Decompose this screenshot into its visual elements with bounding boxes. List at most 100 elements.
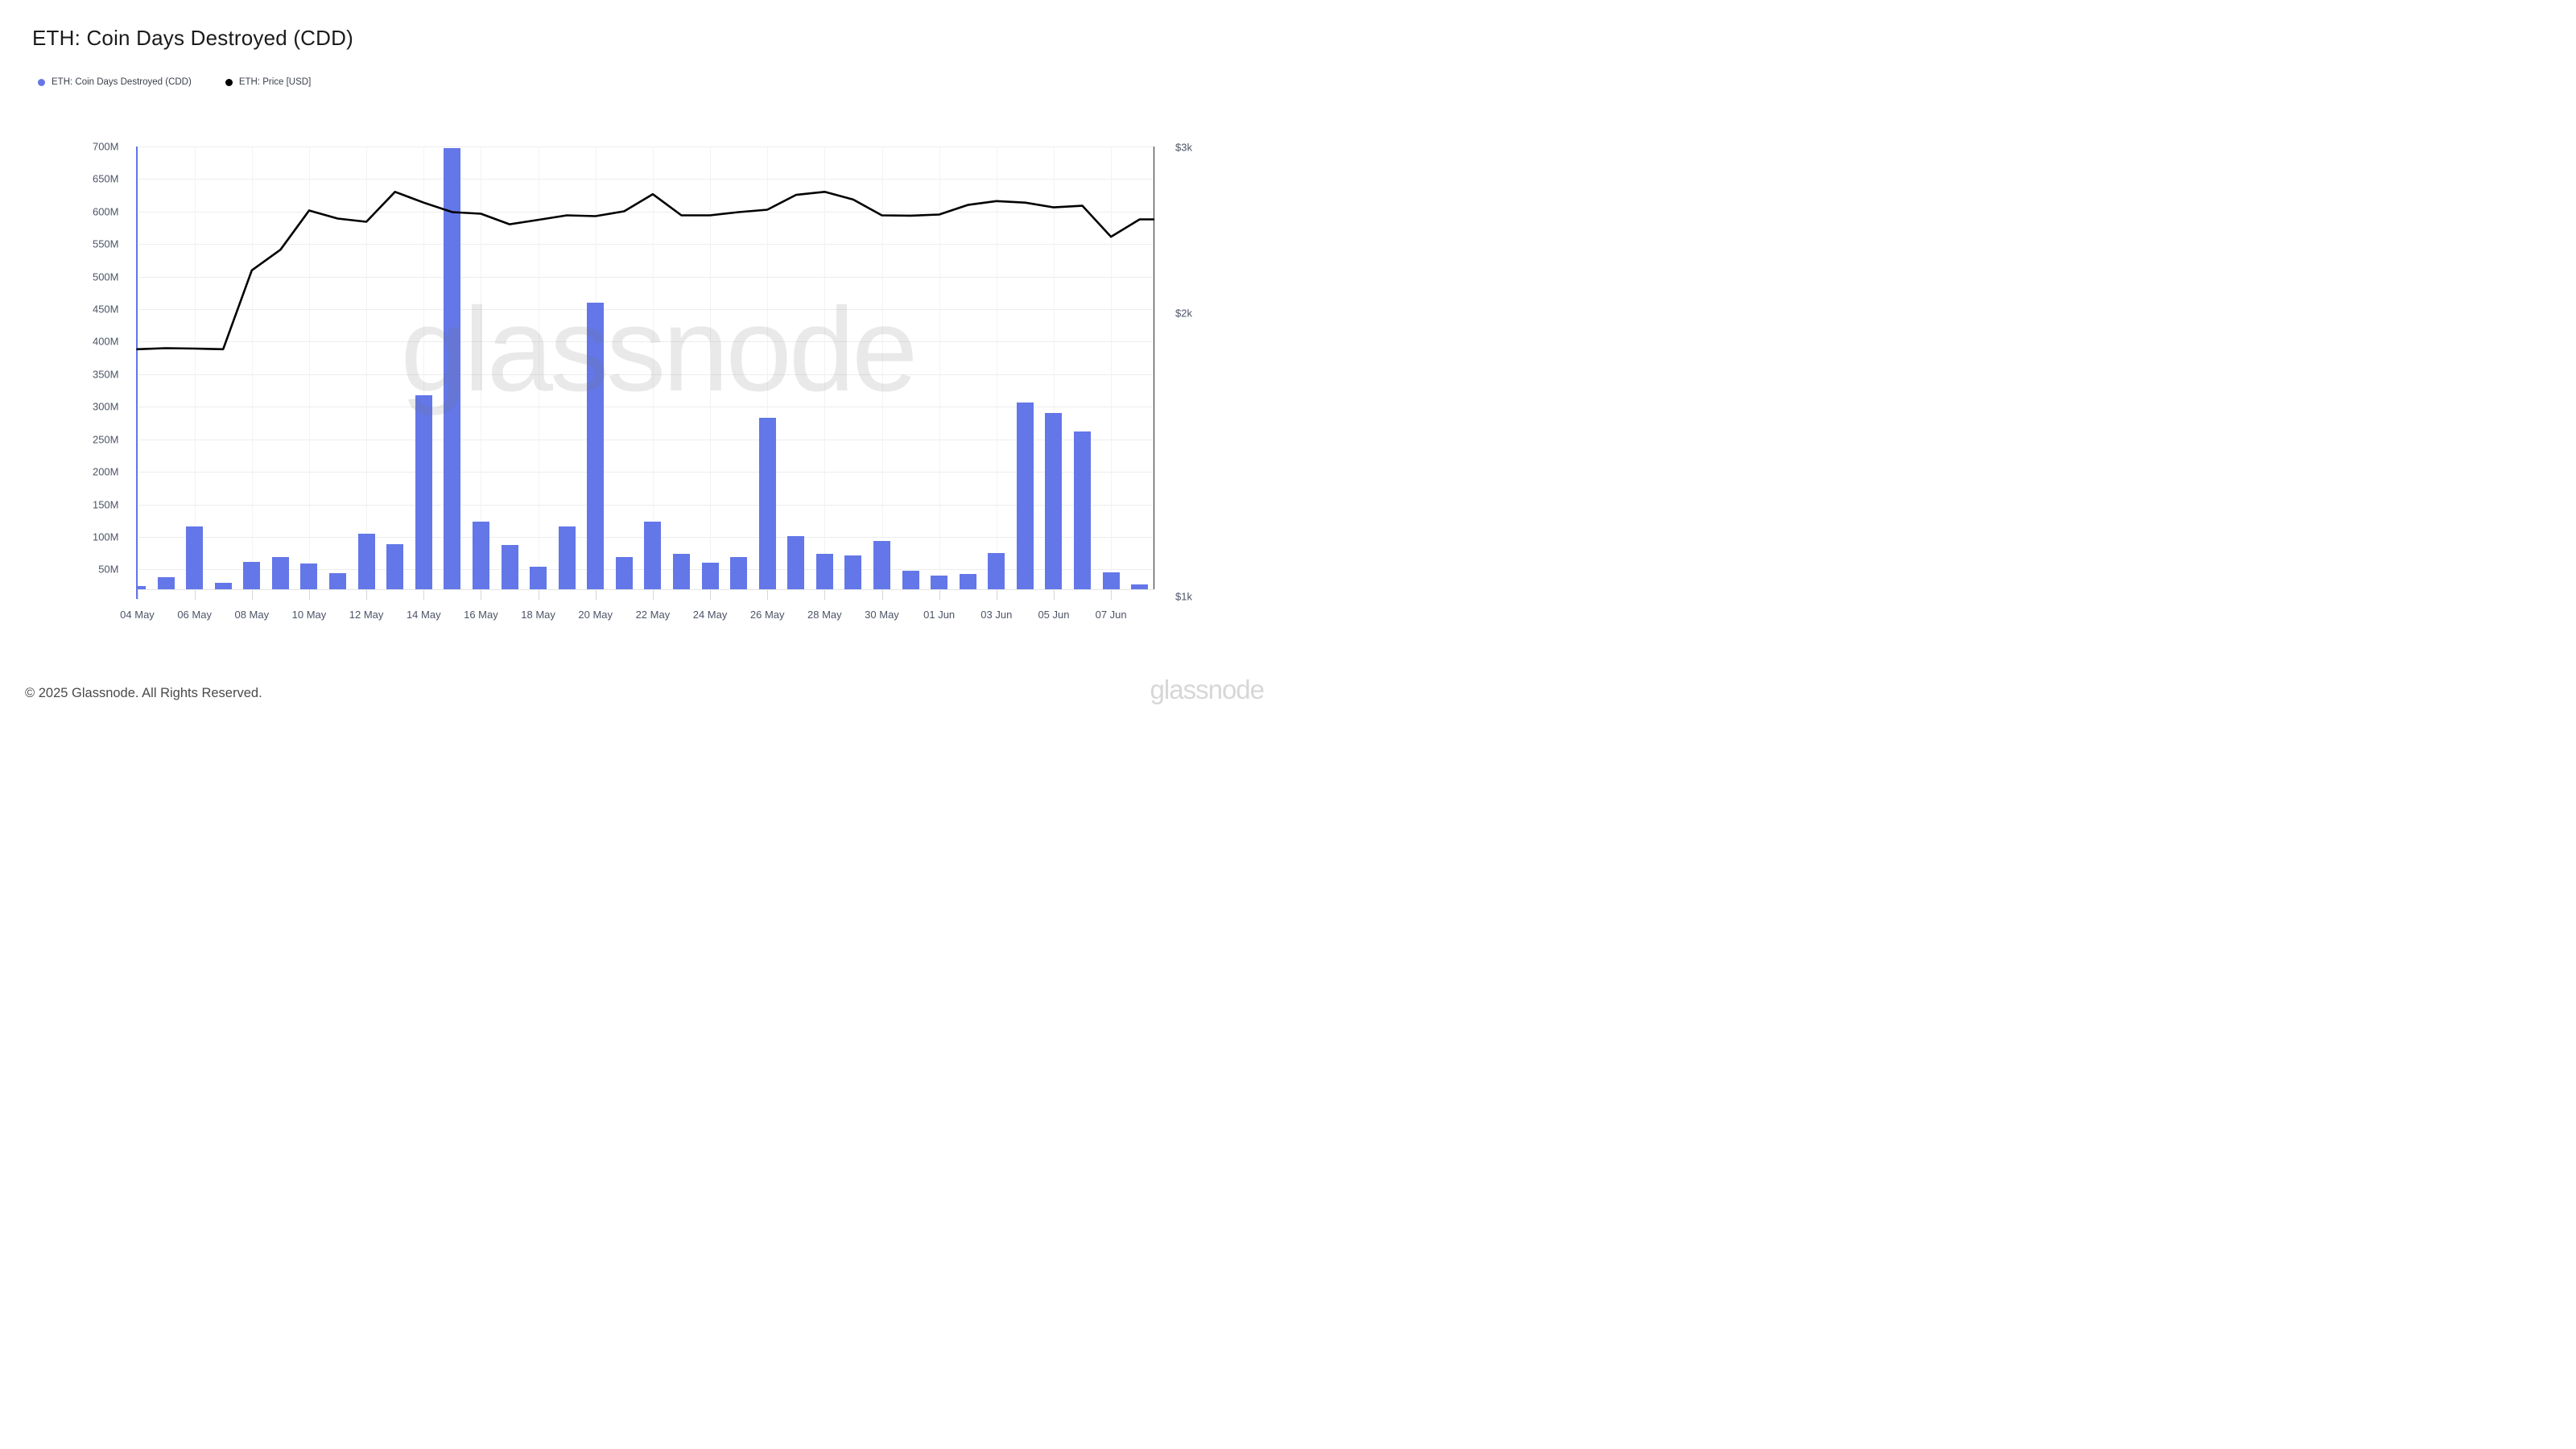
cdd-bar-08-May[interactable]	[243, 562, 261, 589]
gridline-600M	[136, 211, 1154, 213]
vgridline-06-May	[194, 147, 196, 589]
cdd-bar-08-Jun[interactable]	[1131, 584, 1149, 589]
vgridline-14-May	[423, 147, 425, 589]
cdd-bar-15-May[interactable]	[444, 148, 461, 589]
price-line	[136, 191, 1155, 351]
cdd-bar-02-Jun[interactable]	[959, 574, 976, 589]
cdd-bar-19-May[interactable]	[558, 526, 576, 589]
x-tick-05-Jun	[1053, 589, 1055, 600]
vgridline-30-May	[881, 147, 883, 589]
y-axis-label-650M: 650M	[92, 172, 119, 185]
cdd-bar-21-May[interactable]	[615, 556, 633, 589]
cdd-price-chart[interactable]: 700M 650M 600M 550M 500M 450M 400M 350M 300M 250M…	[0, 0, 1288, 660]
x-tick-14-May	[423, 589, 425, 600]
x-tick-12-May	[366, 589, 368, 600]
y-axis-label-550M: 550M	[92, 237, 119, 250]
x-axis-label-03-Jun: 03 Jun	[980, 608, 1013, 621]
cdd-bar-05-Jun[interactable]	[1045, 413, 1063, 589]
cdd-bar-11-May[interactable]	[329, 573, 347, 589]
cdd-bar-13-May[interactable]	[386, 543, 404, 589]
x-axis-label-22-May: 22 May	[635, 608, 671, 621]
cdd-bar-31-May[interactable]	[902, 570, 919, 589]
cdd-bar-07-May[interactable]	[214, 582, 232, 589]
gridline-450M	[136, 309, 1154, 311]
cdd-bar-23-May[interactable]	[672, 553, 690, 589]
cdd-bar-05-May[interactable]	[157, 577, 175, 589]
y-axis-label-600M: 600M	[92, 205, 119, 218]
legend-item-cdd[interactable]: ETH: Coin Days Destroyed (CDD)	[38, 77, 192, 87]
gridline-500M	[136, 276, 1154, 278]
y-axis-label-250M: 250M	[92, 433, 119, 446]
cdd-bar-18-May[interactable]	[530, 567, 547, 589]
x-axis-label-01-Jun: 01 Jun	[923, 608, 956, 621]
page-title: ETH: Coin Days Destroyed (CDD)	[32, 26, 353, 50]
x-tick-28-May	[824, 589, 826, 600]
glassnode-logo-text: glassnode	[1150, 675, 1265, 704]
plot-area[interactable]	[136, 126, 1154, 589]
vgridline-01-Jun	[939, 147, 940, 589]
x-tick-26-May	[767, 589, 769, 600]
y-axis-label-350M: 350M	[92, 368, 119, 381]
cdd-bar-26-May[interactable]	[758, 418, 776, 589]
x-axis-label-14-May: 14 May	[406, 608, 441, 621]
vgridline-28-May	[824, 147, 826, 589]
gridline-200M	[136, 472, 1154, 473]
cdd-bar-01-Jun[interactable]	[931, 575, 948, 589]
vgridline-05-Jun	[1053, 147, 1055, 589]
price-series-dot-icon	[225, 78, 233, 86]
x-axis-label-10-May: 10 May	[291, 608, 327, 621]
cdd-series-dot-icon	[38, 78, 45, 86]
legend-item-price[interactable]: ETH: Price [USD]	[225, 77, 311, 87]
cdd-bar-30-May[interactable]	[873, 540, 890, 589]
x-tick-06-May	[194, 589, 196, 600]
cdd-bar-29-May[interactable]	[844, 555, 862, 589]
cdd-bar-06-May[interactable]	[186, 526, 204, 589]
cdd-bar-22-May[interactable]	[644, 522, 662, 589]
right-axis-label-2k: $2k	[1175, 307, 1192, 320]
cdd-bar-16-May[interactable]	[472, 522, 489, 589]
cdd-bar-04-May[interactable]	[136, 586, 146, 589]
x-axis-label-12-May: 12 May	[349, 608, 384, 621]
cdd-bar-24-May[interactable]	[701, 563, 719, 589]
x-tick-10-May	[308, 589, 310, 600]
x-tick-01-Jun	[939, 589, 940, 600]
gridline-550M	[136, 244, 1154, 246]
y-axis-label-400M: 400M	[92, 335, 119, 348]
legend-item-cdd-label: ETH: Coin Days Destroyed (CDD)	[52, 77, 192, 87]
chart-legend: ETH: Coin Days Destroyed (CDD) ETH: Pric…	[38, 77, 311, 87]
x-axis-label-24-May: 24 May	[692, 608, 728, 621]
cdd-bar-25-May[interactable]	[730, 556, 748, 589]
cdd-bar-14-May[interactable]	[415, 394, 432, 589]
cdd-bar-20-May[interactable]	[587, 302, 605, 589]
x-axis-label-07-Jun: 07 Jun	[1095, 608, 1127, 621]
x-axis-label-30-May: 30 May	[865, 608, 899, 621]
gridline-150M	[136, 504, 1154, 506]
cdd-bar-06-Jun[interactable]	[1074, 431, 1092, 589]
cdd-bar-28-May[interactable]	[815, 553, 833, 589]
cdd-bar-03-Jun[interactable]	[988, 553, 1005, 589]
x-axis-line	[136, 588, 1154, 590]
right-axis-label-1k: $1k	[1175, 590, 1192, 602]
cdd-bar-17-May[interactable]	[501, 545, 518, 589]
y-axis-label-500M: 500M	[92, 270, 119, 283]
vgridline-10-May	[308, 147, 310, 589]
x-axis-label-04-May: 04 May	[120, 608, 155, 621]
x-tick-20-May	[595, 589, 597, 600]
cdd-bar-04-Jun[interactable]	[1016, 402, 1034, 589]
cdd-bar-10-May[interactable]	[300, 564, 318, 589]
price-line-layer	[136, 191, 1155, 351]
x-axis-label-26-May: 26 May	[749, 608, 785, 621]
vgridline-26-May	[767, 147, 769, 589]
left-axis-line	[135, 147, 138, 599]
x-axis-label-18-May: 18 May	[521, 608, 555, 621]
y-axis-label-300M: 300M	[92, 400, 119, 413]
x-axis-label-05-Jun: 05 Jun	[1038, 608, 1070, 621]
cdd-bar-12-May[interactable]	[357, 533, 375, 589]
x-tick-22-May	[652, 589, 654, 600]
cdd-bar-07-Jun[interactable]	[1102, 572, 1120, 589]
gridline-350M	[136, 374, 1154, 375]
x-axis-label-20-May: 20 May	[578, 608, 613, 621]
cdd-bar-27-May[interactable]	[787, 536, 805, 589]
y-axis-label-200M: 200M	[92, 465, 119, 478]
cdd-bar-09-May[interactable]	[271, 556, 289, 589]
